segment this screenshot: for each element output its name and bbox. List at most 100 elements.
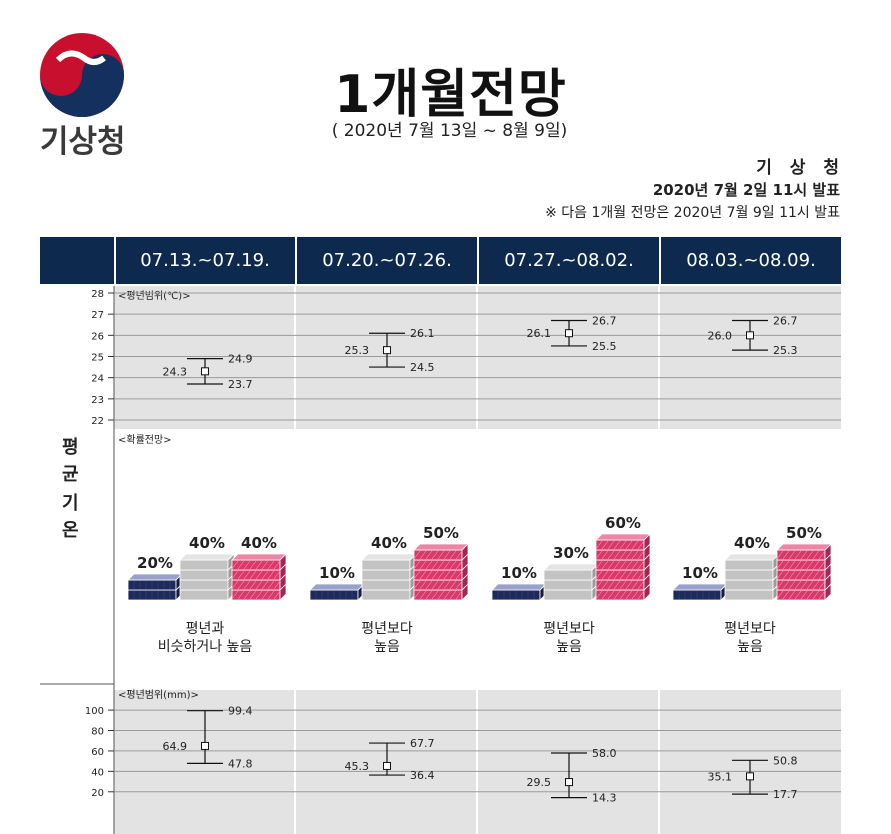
range-upper-label: 26.1 <box>410 327 435 340</box>
range-lower-label: 24.5 <box>410 361 435 374</box>
prob-block-hatch <box>595 560 603 570</box>
prob-block-hatch <box>776 580 784 590</box>
prob-block-slab <box>361 579 411 591</box>
prob-block-hatch <box>255 580 263 590</box>
prob-block-hatch <box>261 560 269 570</box>
prob-block-hatch <box>425 590 433 600</box>
prob-block-slab <box>724 569 774 581</box>
prob-label-normal: 40% <box>189 534 225 552</box>
prob-block-slab <box>543 589 593 601</box>
prob-caption-line1: 평년보다 <box>724 621 776 637</box>
prob-block-hatch <box>261 570 269 580</box>
y-tick-label: 40 <box>91 767 104 778</box>
prob-block-hatch <box>619 540 627 550</box>
prob-block-hatch <box>776 570 784 580</box>
prob-block-hatch <box>267 590 275 600</box>
prob-block-hatch <box>237 580 245 590</box>
prob-block-hatch <box>243 580 251 590</box>
prob-block-hatch <box>601 550 609 560</box>
range-mid-label: 26.0 <box>708 329 733 342</box>
prob-block-slab <box>595 539 645 551</box>
prob-block-hatch <box>806 580 814 590</box>
prob-block-below <box>672 583 728 601</box>
prob-block-hatch <box>443 580 451 590</box>
prob-block-hatch <box>788 580 796 590</box>
prob-block-top <box>309 583 365 591</box>
prob-block-below <box>309 583 365 601</box>
prob-label-below: 20% <box>137 554 173 572</box>
prob-block-hatch <box>607 590 615 600</box>
week-header-1: 07.13.~07.19. <box>140 250 270 271</box>
prob-block-hatch <box>800 550 808 560</box>
prob-block-hatch <box>800 590 808 600</box>
prob-block-slab <box>543 579 593 591</box>
prob-block-slab <box>543 569 593 581</box>
prob-block-hatch <box>794 550 802 560</box>
prob-label-above: 50% <box>786 524 822 542</box>
kma-logo <box>40 33 124 117</box>
prob-block-above <box>776 543 832 601</box>
range-lower-label: 14.3 <box>592 792 617 805</box>
y-tick-label: 80 <box>91 727 104 738</box>
prob-block-hatch <box>425 580 433 590</box>
prob-block-top <box>491 583 547 591</box>
prob-block-top <box>361 553 417 561</box>
range-upper-label: 67.7 <box>410 737 435 750</box>
range-mid-label: 45.3 <box>345 760 370 773</box>
prob-block-hatch <box>631 550 639 560</box>
prob-block-hatch <box>443 570 451 580</box>
prob-label-normal: 40% <box>371 534 407 552</box>
prob-block-hatch <box>601 560 609 570</box>
prob-label-below: 10% <box>501 564 537 582</box>
prob-block-hatch <box>782 570 790 580</box>
prob-block-hatch <box>231 590 239 600</box>
prob-label-normal: 40% <box>734 534 770 552</box>
range-mid-label: 29.5 <box>527 776 552 789</box>
prob-block-hatch <box>631 590 639 600</box>
range-lower-label: 36.4 <box>410 769 435 782</box>
prob-block-hatch <box>800 580 808 590</box>
prob-block-hatch <box>237 560 245 570</box>
prob-block-hatch <box>243 590 251 600</box>
range-lower-label: 47.8 <box>228 757 253 770</box>
range-mid-marker <box>201 741 209 750</box>
prob-block-slab <box>361 559 411 571</box>
prob-block-normal <box>543 563 599 601</box>
prob-block-slab <box>595 569 645 581</box>
prob-block-hatch <box>255 590 263 600</box>
prob-block-hatch <box>613 590 621 600</box>
prob-block-slab <box>179 589 229 601</box>
header-divider <box>114 237 116 284</box>
prob-block-slab <box>413 589 463 601</box>
prob-block-slab <box>595 549 645 561</box>
y-tick-label: 24 <box>91 374 104 385</box>
prob-block-hatch <box>800 560 808 570</box>
page-subtitle: ( 2020년 7월 13일 ~ 8월 9일) <box>331 121 568 141</box>
prob-block-normal <box>361 553 417 601</box>
prob-block-hatch <box>613 580 621 590</box>
prob-block-hatch <box>625 550 633 560</box>
prob-block-hatch <box>413 550 421 560</box>
prob-block-hatch <box>782 590 790 600</box>
prob-block-slab <box>724 589 774 601</box>
range-mid-marker <box>201 367 209 376</box>
prob-block-hatch <box>619 570 627 580</box>
range-mid-marker <box>383 346 391 355</box>
prob-block-hatch <box>812 590 820 600</box>
prob-block-hatch <box>788 590 796 600</box>
prob-block-hatch <box>267 560 275 570</box>
prob-caption-line1: 평년보다 <box>361 621 413 637</box>
prob-block-slab <box>776 559 826 571</box>
prob-block-hatch <box>619 590 627 600</box>
prob-block-slab <box>595 579 645 591</box>
y-tick-label: 25 <box>91 353 104 364</box>
prob-caption-line1: 평년과 <box>186 621 225 637</box>
prob-block-slab <box>595 589 645 601</box>
prob-block-normal <box>179 553 235 601</box>
logo-text: 기상청 <box>40 124 126 160</box>
prob-block-hatch <box>613 560 621 570</box>
prob-block-hatch <box>631 580 639 590</box>
prob-block-hatch <box>413 570 421 580</box>
prob-block-hatch <box>800 570 808 580</box>
week-header-2: 07.20.~07.26. <box>322 250 452 271</box>
